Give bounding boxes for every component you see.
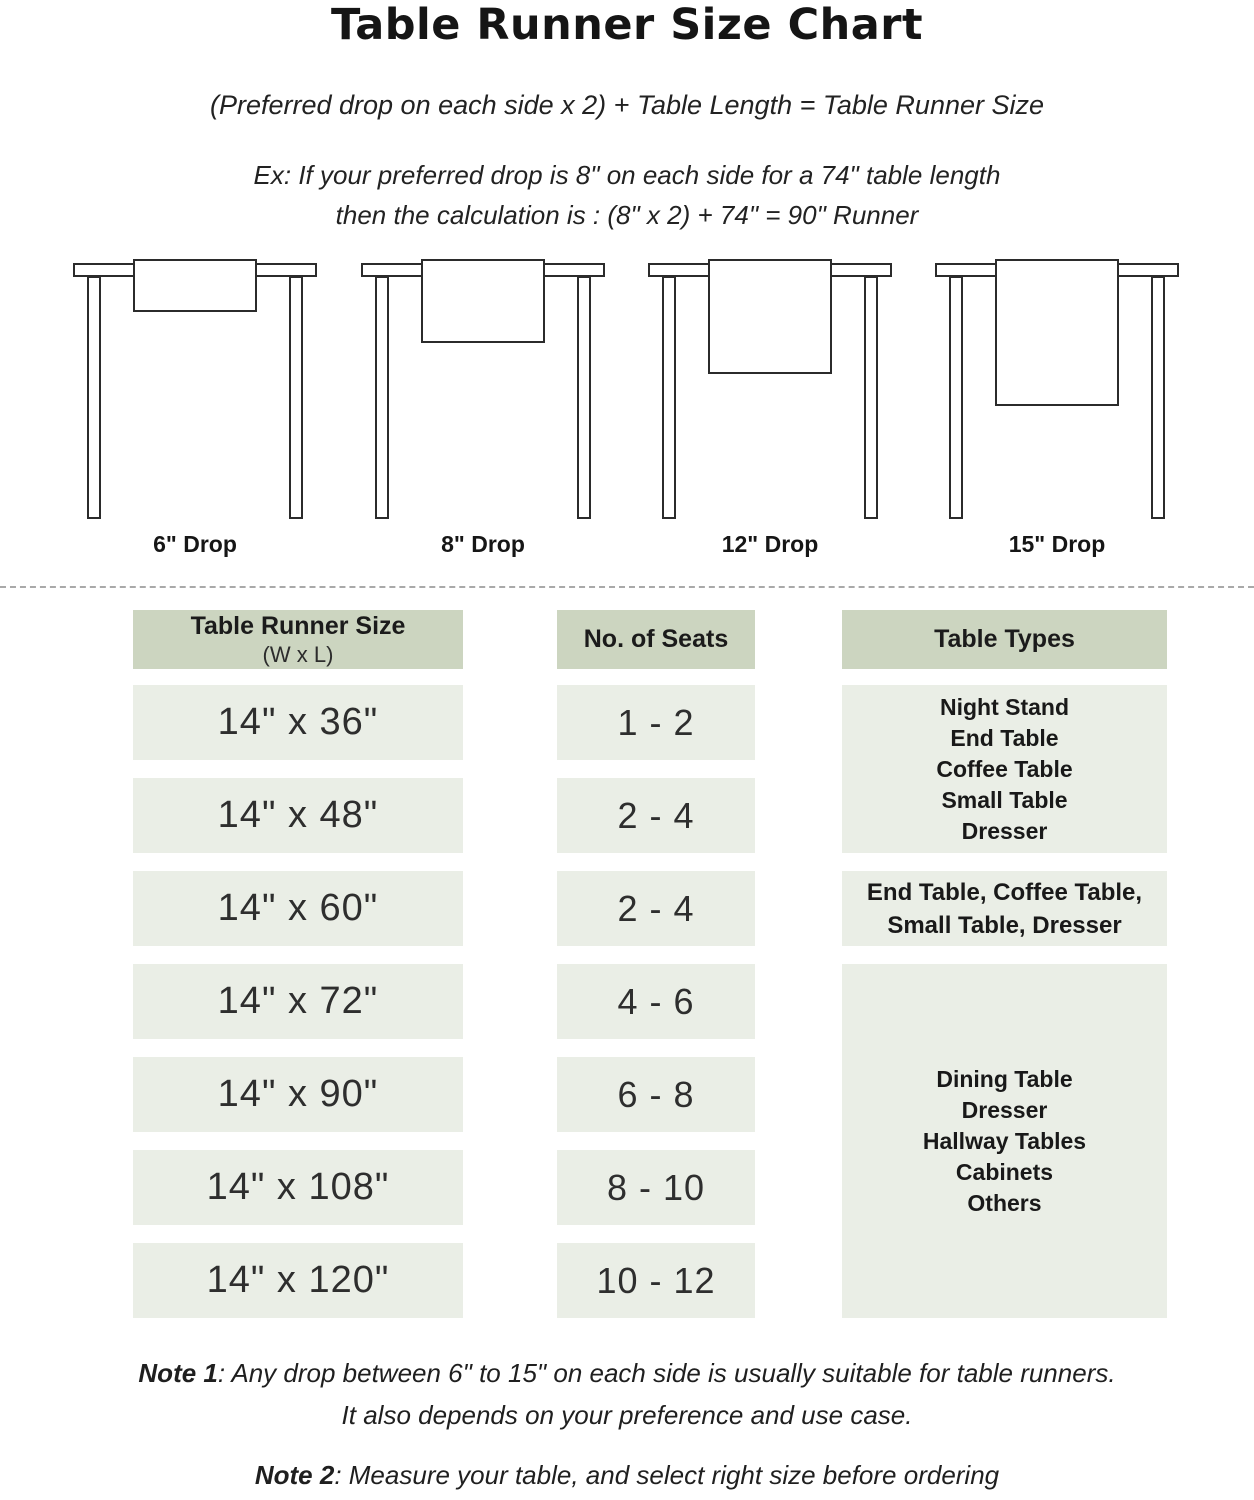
note-2-text: : Measure your table, and select right s… [334,1460,1000,1490]
header-seats: No. of Seats [557,610,755,669]
size-value: 14" x 48" [217,794,379,836]
size-cell: 14" x 72" [133,964,463,1039]
drop-label: 6" Drop [153,531,237,557]
size-cell: 14" x 60" [133,871,463,946]
table-leg-left [662,276,676,519]
table-leg-right [1151,276,1165,519]
drop-label: 12" Drop [721,531,819,557]
runner-shape [995,259,1119,406]
size-value: 14" x 120" [206,1259,390,1301]
header-seats-label: No. of Seats [583,625,729,653]
header-runner-size: Table Runner Size (W x L) [133,610,463,669]
table-leg-left [87,276,101,519]
type-line: Small Table [941,786,1068,813]
example-line-2: then the calculation is : (8" x 2) + 74"… [335,200,919,230]
size-cell: 14" x 48" [133,778,463,853]
type-line: End Table, Coffee Table, [866,878,1143,906]
type-line: End Table [950,724,1059,751]
header-runner-size-title: Table Runner Size [190,611,406,640]
seats-cell: 2 - 4 [557,778,755,853]
size-value: 14" x 36" [217,701,379,743]
type-line: Dresser [961,817,1048,844]
note-1: Note 1: Any drop between 6" to 15" on ea… [0,1358,1254,1389]
size-cell: 14" x 108" [133,1150,463,1225]
header-table-types-label: Table Types [934,625,1075,653]
seats-cell: 10 - 12 [557,1243,755,1318]
table-leg-right [577,276,591,519]
type-line: Others [967,1189,1042,1216]
size-value: 14" x 72" [217,980,379,1022]
note-1-continued: It also depends on your preference and u… [341,1400,913,1430]
seats-value: 6 - 8 [617,1073,695,1115]
runner-shape [133,259,257,312]
drop-label: 8" Drop [441,531,525,557]
note-2-label: Note 2 [254,1460,335,1490]
header-table-types: Table Types [842,610,1167,669]
table-leg-left [375,276,389,519]
type-line: Cabinets [955,1158,1054,1185]
page-title: Table Runner Size Chart [330,0,924,50]
seats-value: 10 - 12 [596,1259,716,1301]
seats-cell: 2 - 4 [557,871,755,946]
size-value: 14" x 90" [217,1073,379,1115]
size-cell: 14" x 120" [133,1243,463,1318]
type-line: Dining Table [936,1065,1073,1092]
seats-cell: 4 - 6 [557,964,755,1039]
type-line: Coffee Table [936,755,1073,782]
seats-cell: 1 - 2 [557,685,755,760]
runner-shape [421,259,545,343]
table-diagram-12-drop: 12" Drop [648,255,892,557]
type-line: Night Stand [939,693,1070,720]
formula-text: (Preferred drop on each side x 2) + Tabl… [209,90,1045,120]
note-2: Note 2: Measure your table, and select r… [0,1460,1254,1491]
seats-value: 2 - 4 [617,887,695,929]
type-line: Small Table, Dresser [887,911,1122,939]
runner-shape [708,259,832,374]
size-value: 14" x 60" [217,887,379,929]
types-cell-large-tables: Dining Table Dresser Hallway Tables Cabi… [842,964,1167,1318]
types-cell-medium-tables: End Table, Coffee Table, Small Table, Dr… [842,871,1167,946]
table-diagram-6-drop: 6" Drop [73,255,317,557]
size-cell: 14" x 90" [133,1057,463,1132]
seats-value: 4 - 6 [617,980,695,1022]
example-line-1: Ex: If your preferred drop is 8" on each… [253,160,1001,190]
table-leg-left [949,276,963,519]
types-cell-small-tables: Night Stand End Table Coffee Table Small… [842,685,1167,853]
seats-cell: 6 - 8 [557,1057,755,1132]
size-value: 14" x 108" [206,1166,390,1208]
type-line: Dresser [961,1096,1048,1123]
table-leg-right [289,276,303,519]
section-divider [0,586,1254,588]
drop-label: 15" Drop [1008,531,1106,557]
seats-value: 2 - 4 [617,794,695,836]
table-leg-right [864,276,878,519]
seats-value: 1 - 2 [617,701,695,743]
header-runner-size-sub: (W x L) [262,641,334,667]
table-diagram-15-drop: 15" Drop [935,255,1179,557]
seats-cell: 8 - 10 [557,1150,755,1225]
note-1-text: : Any drop between 6" to 15" on each sid… [217,1358,1116,1388]
table-diagram-8-drop: 8" Drop [361,255,605,557]
seats-value: 8 - 10 [606,1166,706,1208]
type-line: Hallway Tables [922,1127,1087,1154]
note-1-label: Note 1 [138,1358,218,1388]
size-cell: 14" x 36" [133,685,463,760]
